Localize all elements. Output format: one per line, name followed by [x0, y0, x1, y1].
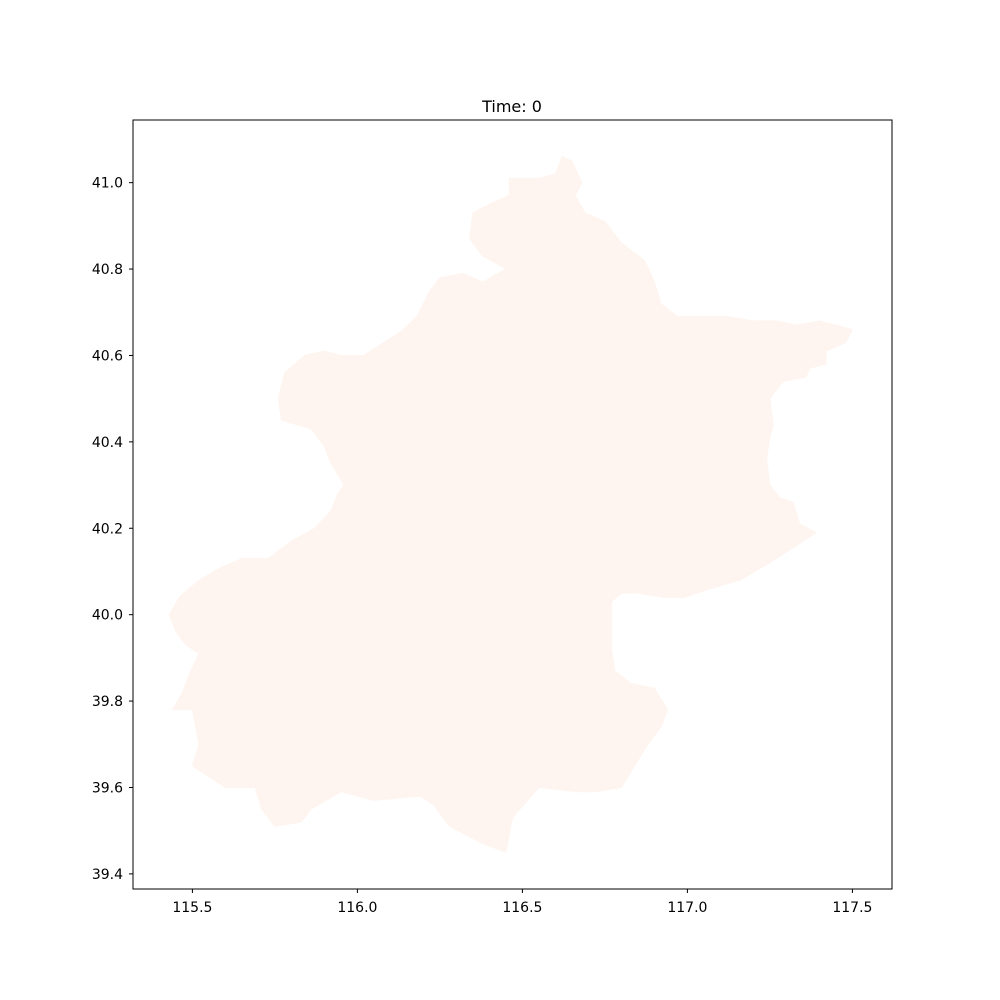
x-tick-label: 116.0: [337, 900, 377, 916]
x-tick-label: 115.5: [172, 900, 212, 916]
y-tick-label: 39.6: [92, 780, 123, 796]
y-tick-label: 40.0: [92, 608, 123, 624]
x-tick-label: 117.5: [832, 900, 872, 916]
x-tick-label: 116.5: [502, 900, 542, 916]
x-tick-label: 117.0: [667, 900, 707, 916]
map-title: Time: 0: [481, 97, 542, 116]
beijing-region-polygon: [168, 156, 853, 853]
y-tick-label: 40.4: [92, 435, 123, 451]
y-tick-label: 40.2: [92, 521, 123, 537]
y-axis: 39.4 39.6 39.8 40.0 40.2 40.4 40.6 40.8 41.0: [92, 176, 133, 883]
y-tick-label: 40.6: [92, 348, 123, 364]
y-tick-label: 41.0: [92, 176, 123, 192]
y-tick-label: 39.4: [92, 867, 123, 883]
plot-frame: [132, 119, 893, 890]
map-plot-area: [168, 156, 853, 853]
x-axis: 115.5 116.0 116.5 117.0 117.5: [172, 889, 872, 916]
y-tick-label: 39.8: [92, 694, 123, 710]
y-tick-label: 40.8: [92, 262, 123, 278]
